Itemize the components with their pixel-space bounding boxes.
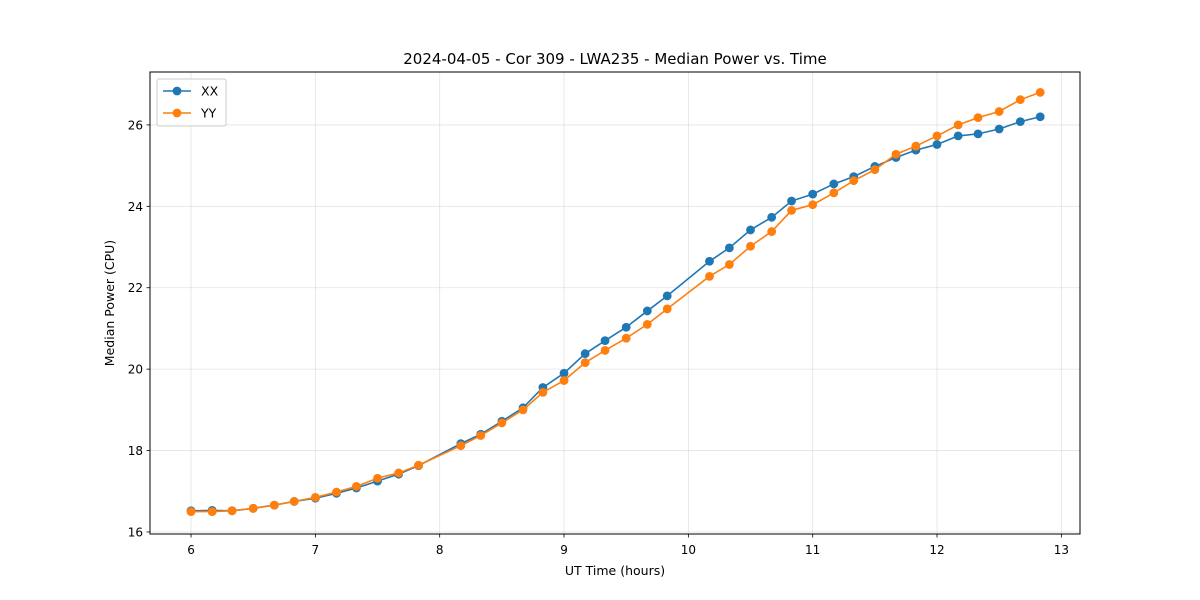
data-point-xx	[932, 140, 942, 149]
data-point-yy	[600, 346, 610, 355]
y-tick-label: 20	[128, 363, 143, 377]
data-point-xx	[973, 129, 983, 139]
data-point-xx	[953, 131, 963, 141]
x-tick-label: 11	[805, 543, 820, 557]
data-point-yy	[580, 358, 590, 368]
data-point-xx	[829, 179, 839, 189]
data-point-xx	[724, 243, 734, 253]
data-point-yy	[414, 460, 423, 470]
data-point-yy	[332, 487, 341, 497]
data-point-xx	[994, 124, 1004, 134]
y-tick-label: 24	[128, 200, 143, 214]
data-point-yy	[248, 503, 258, 513]
data-point-xx	[705, 256, 714, 266]
data-point-yy	[269, 500, 279, 510]
data-point-yy	[808, 200, 818, 210]
data-point-xx	[808, 189, 818, 199]
data-point-yy	[621, 333, 631, 343]
data-point-yy	[497, 418, 507, 428]
y-tick-label: 26	[128, 118, 143, 132]
data-point-yy	[787, 205, 796, 215]
data-point-yy	[186, 507, 196, 517]
data-point-yy	[456, 441, 466, 451]
data-point-xx	[1015, 117, 1025, 127]
data-point-yy	[994, 107, 1004, 116]
data-point-yy	[351, 481, 361, 491]
x-tick-label: 12	[929, 543, 944, 557]
x-tick-label: 6	[187, 543, 195, 557]
x-tick-label: 8	[436, 543, 444, 557]
plot-area-frame	[149, 71, 1081, 535]
series-line-xx	[191, 116, 1041, 512]
y-axis-label: Median Power (CPU)	[102, 240, 117, 366]
data-point-yy	[518, 405, 528, 415]
data-point-xx	[580, 349, 590, 359]
axis-ticks: 6 7 8 9 10 11 12 13 16 18 20 22 24 26	[128, 118, 1069, 557]
data-point-yy	[829, 188, 839, 198]
data-point-yy	[849, 176, 859, 186]
data-point-yy	[911, 141, 921, 151]
data-point-yy	[207, 507, 217, 517]
data-point-yy	[227, 506, 237, 516]
data-point-yy	[394, 468, 404, 478]
data-point-yy	[476, 431, 486, 440]
chart-title: 2024-04-05 - Cor 309 - LWA235 - Median P…	[403, 50, 827, 68]
series-lines	[186, 87, 1045, 517]
legend-marker-xx	[172, 86, 182, 96]
data-point-xx	[1035, 112, 1045, 122]
x-tick-label: 9	[560, 543, 568, 557]
series-line-yy	[191, 91, 1041, 513]
data-point-yy	[746, 241, 755, 251]
data-point-yy	[1035, 87, 1045, 97]
data-point-yy	[767, 227, 777, 236]
data-point-yy	[538, 387, 548, 397]
data-point-xx	[600, 336, 610, 346]
data-point-xx	[746, 225, 755, 235]
data-point-yy	[662, 304, 672, 314]
legend-marker-yy	[172, 108, 182, 118]
data-point-xx	[767, 212, 777, 222]
legend-label-yy: YY	[200, 106, 217, 121]
y-tick-label: 18	[128, 444, 143, 458]
data-point-xx	[642, 306, 652, 316]
y-tick-label: 22	[128, 281, 143, 295]
data-point-yy	[705, 271, 714, 281]
data-point-yy	[724, 260, 734, 269]
legend: XX YY	[156, 78, 227, 127]
data-point-yy	[973, 113, 983, 122]
data-point-xx	[559, 368, 569, 378]
data-point-yy	[373, 473, 382, 483]
data-point-yy	[559, 376, 569, 385]
data-point-xx	[621, 322, 631, 332]
data-point-xx	[787, 196, 796, 206]
y-tick-label: 16	[128, 525, 143, 539]
grid-lines	[150, 72, 1080, 534]
x-axis-label: UT Time (hours)	[565, 563, 665, 578]
x-tick-label: 13	[1054, 543, 1069, 557]
data-point-yy	[953, 120, 963, 130]
data-point-yy	[932, 131, 942, 141]
data-point-yy	[891, 149, 901, 159]
data-point-yy	[310, 492, 320, 502]
data-point-yy	[289, 497, 299, 506]
legend-label-xx: XX	[201, 84, 219, 99]
data-point-yy	[870, 165, 880, 175]
x-tick-label: 7	[312, 543, 320, 557]
data-point-yy	[642, 319, 652, 329]
data-point-yy	[1015, 95, 1025, 105]
x-tick-label: 10	[681, 543, 696, 557]
data-point-xx	[662, 291, 672, 301]
